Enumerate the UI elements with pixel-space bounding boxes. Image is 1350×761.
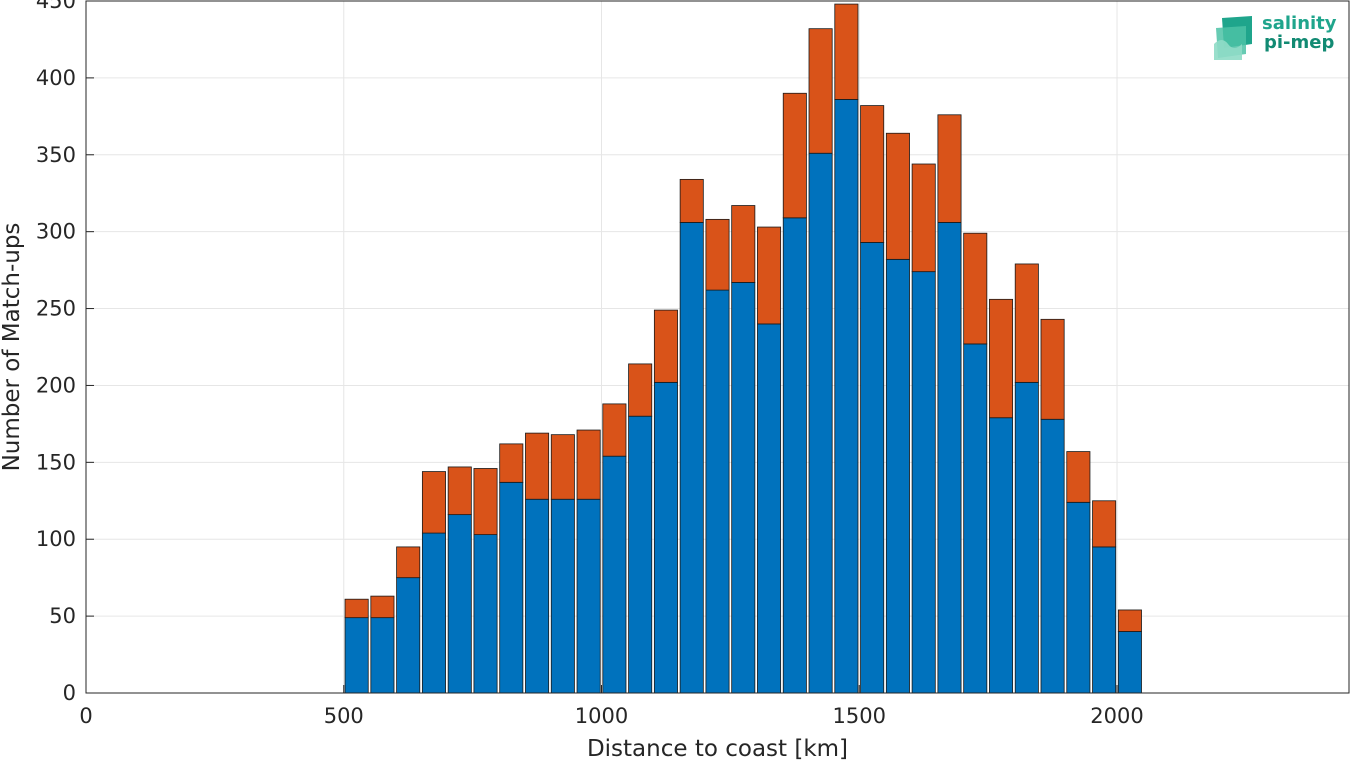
bar-segment-blue (705, 289, 730, 694)
logo-line-1: salinity (1262, 13, 1337, 34)
logo-line-2: pi-mep (1264, 32, 1335, 53)
salinity-pi-mep-logo: salinity pi-mep (1212, 14, 1342, 64)
bar-segment-blue (989, 417, 1014, 694)
bar-segment-orange (525, 432, 550, 500)
y-tick-label: 350 (36, 143, 76, 167)
bar-segment-blue (525, 498, 550, 694)
bar-segment-blue (1040, 418, 1065, 694)
wave-logo-icon (1214, 16, 1252, 60)
bar-segment-blue (885, 258, 910, 694)
y-tick-label: 400 (36, 66, 76, 90)
bar-segment-orange (757, 226, 782, 325)
bar-segment-orange (860, 105, 885, 243)
y-tick-label: 300 (36, 220, 76, 244)
bar-segment-orange (963, 232, 988, 345)
bar-segment-orange (1066, 451, 1091, 503)
x-tick-label: 1500 (833, 704, 886, 728)
bar-segment-blue (1014, 381, 1039, 694)
y-tick-label: 200 (36, 373, 76, 397)
bar-segment-blue (757, 323, 782, 694)
bar-segment-blue (602, 455, 627, 694)
bar-segment-blue (808, 152, 833, 694)
bar-segment-blue (963, 343, 988, 694)
bar-segment-orange (782, 92, 807, 219)
bar-segment-orange (344, 598, 369, 619)
bar-segment-blue (344, 617, 369, 694)
bar-segment-blue (628, 415, 653, 694)
x-tick-label: 1000 (575, 704, 628, 728)
bar-segment-blue (473, 534, 498, 694)
bar-segment-orange (705, 218, 730, 291)
bar-segment-blue (1092, 546, 1117, 694)
bar-segment-blue (421, 532, 446, 694)
bar-segment-orange (1040, 318, 1065, 420)
bar-segment-orange (1117, 609, 1142, 632)
bar-segment-blue (447, 514, 472, 694)
bar-segment-orange (396, 546, 421, 579)
x-tick-label: 500 (324, 704, 364, 728)
x-axis-label: Distance to coast [km] (587, 736, 848, 761)
bar-segment-orange (447, 466, 472, 516)
bar-segment-blue (911, 271, 936, 694)
bar-segment-orange (499, 443, 524, 483)
bar-segment-orange (602, 403, 627, 457)
bar-segment-orange (885, 132, 910, 260)
bar-segment-orange (1092, 500, 1117, 548)
bar-segment-orange (937, 114, 962, 223)
bar-segment-blue (370, 617, 395, 694)
bar-segment-blue (860, 242, 885, 694)
bar-segment-blue (1117, 631, 1142, 694)
bar-segment-blue (396, 577, 421, 694)
bar-segment-orange (834, 3, 859, 100)
x-tick-label: 2000 (1090, 704, 1143, 728)
bar-segment-orange (731, 205, 756, 283)
bar-segment-orange (911, 163, 936, 273)
y-tick-label: 50 (49, 604, 76, 628)
bar-segment-orange (1014, 263, 1039, 383)
bar-segment-blue (834, 99, 859, 694)
bar-segment-orange (473, 468, 498, 536)
bar-segment-orange (576, 429, 601, 500)
bar-segment-blue (1066, 501, 1091, 694)
bar-segment-orange (653, 309, 678, 383)
bar-segment-blue (653, 381, 678, 694)
axes-box (85, 0, 1350, 694)
tick-labels: 0 500 1000 1500 2000 0 50 100 150 200 250 300 350 400… (36, 0, 1144, 728)
bar-segment-blue (550, 498, 575, 694)
y-tick-label: 450 (36, 0, 76, 13)
bars-group (344, 3, 1142, 694)
bar-segment-orange (989, 298, 1014, 419)
bar-segment-orange (628, 363, 653, 417)
y-tick-label: 0 (63, 681, 76, 705)
y-tick-label: 100 (36, 527, 76, 551)
bar-segment-orange (370, 595, 395, 619)
bar-segment-orange (550, 434, 575, 500)
y-tick-label: 150 (36, 450, 76, 474)
bar-segment-orange (679, 178, 704, 223)
y-axis-label: Number of Match-ups (0, 223, 25, 472)
bar-segment-orange (808, 28, 833, 154)
bar-segment-blue (499, 481, 524, 694)
bar-segment-blue (782, 217, 807, 694)
bar-segment-blue (937, 222, 962, 694)
bar-segment-blue (731, 282, 756, 694)
bar-segment-blue (679, 222, 704, 694)
y-tick-label: 250 (36, 297, 76, 321)
bar-segment-orange (421, 471, 446, 534)
bar-segment-blue (576, 498, 601, 694)
x-tick-label: 0 (79, 704, 92, 728)
